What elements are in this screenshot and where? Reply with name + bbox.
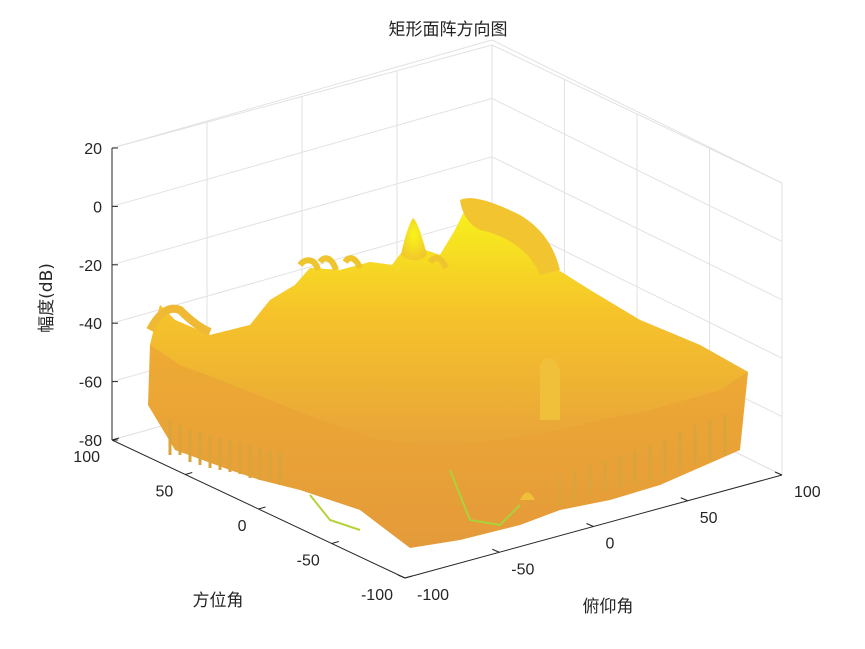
z-tick-label: -60 bbox=[79, 375, 102, 392]
x-tick-mark bbox=[258, 506, 266, 510]
y-tick-mark bbox=[492, 548, 500, 553]
x-tick-label: -50 bbox=[297, 553, 320, 570]
y-tick-label: -50 bbox=[511, 561, 534, 578]
y-tick-mark bbox=[586, 523, 594, 527]
y-tick-mark bbox=[397, 574, 406, 579]
pattern-surface bbox=[146, 198, 748, 548]
x-tick-mark bbox=[404, 575, 413, 579]
y-tick-label: -100 bbox=[417, 587, 449, 604]
x-tick-label: 0 bbox=[238, 518, 247, 535]
y-tick-label: 100 bbox=[794, 484, 821, 501]
x-tick-mark bbox=[185, 472, 193, 475]
y-axis-label: 俯仰角 bbox=[583, 597, 634, 617]
y-tick-label: 50 bbox=[700, 510, 718, 527]
z-tick-label: 0 bbox=[93, 199, 102, 216]
x-tick-label: 50 bbox=[155, 484, 173, 501]
x-tick-mark bbox=[111, 437, 120, 441]
y-tick-mark bbox=[680, 497, 688, 502]
y-tick-label: 0 bbox=[606, 536, 615, 553]
grid-line-z bbox=[491, 39, 783, 184]
z-tick-label: 20 bbox=[84, 141, 102, 158]
x-ticks: 100 50 0 -50 -100 bbox=[73, 437, 413, 604]
z-axis-label: 幅度(dB) bbox=[37, 263, 57, 333]
chart-title: 矩形面阵方向图 bbox=[389, 20, 508, 40]
y-ticks: -100 -50 0 50 100 bbox=[397, 471, 821, 604]
x-tick-mark bbox=[331, 541, 339, 544]
y-tick-mark bbox=[774, 471, 783, 476]
z-tick-label: -20 bbox=[79, 258, 102, 275]
z-ticks: 20 0 -20 -40 -60 -80 bbox=[79, 141, 118, 450]
grid-line-z bbox=[111, 39, 493, 149]
x-tick-label: -100 bbox=[361, 587, 393, 604]
z-tick-label: -40 bbox=[79, 316, 102, 333]
z-tick-label: -80 bbox=[79, 433, 102, 450]
x-axis-label: 方位角 bbox=[193, 591, 244, 611]
x-tick-label: 100 bbox=[73, 449, 100, 466]
